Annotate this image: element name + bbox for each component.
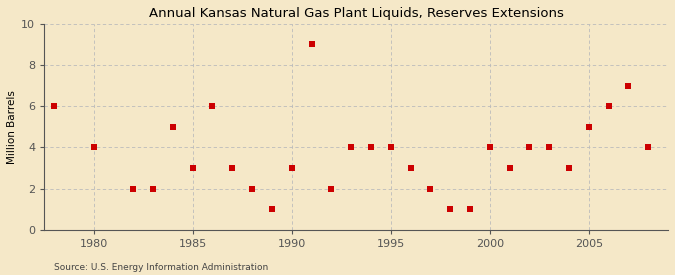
Point xyxy=(49,104,59,108)
Point xyxy=(405,166,416,170)
Point xyxy=(148,186,159,191)
Point xyxy=(306,42,317,47)
Point xyxy=(623,83,634,88)
Point xyxy=(643,145,653,150)
Point xyxy=(544,145,555,150)
Point xyxy=(167,125,178,129)
Point xyxy=(504,166,515,170)
Y-axis label: Million Barrels: Million Barrels xyxy=(7,90,17,164)
Point xyxy=(128,186,138,191)
Point xyxy=(524,145,535,150)
Point xyxy=(346,145,356,150)
Point xyxy=(385,145,396,150)
Point xyxy=(425,186,436,191)
Point xyxy=(207,104,218,108)
Point xyxy=(187,166,198,170)
Point xyxy=(246,186,257,191)
Point xyxy=(286,166,297,170)
Point xyxy=(564,166,574,170)
Point xyxy=(366,145,377,150)
Point xyxy=(227,166,238,170)
Title: Annual Kansas Natural Gas Plant Liquids, Reserves Extensions: Annual Kansas Natural Gas Plant Liquids,… xyxy=(148,7,564,20)
Point xyxy=(464,207,475,211)
Point xyxy=(267,207,277,211)
Text: Source: U.S. Energy Information Administration: Source: U.S. Energy Information Administ… xyxy=(54,263,268,272)
Point xyxy=(326,186,337,191)
Point xyxy=(603,104,614,108)
Point xyxy=(485,145,495,150)
Point xyxy=(445,207,456,211)
Point xyxy=(88,145,99,150)
Point xyxy=(583,125,594,129)
